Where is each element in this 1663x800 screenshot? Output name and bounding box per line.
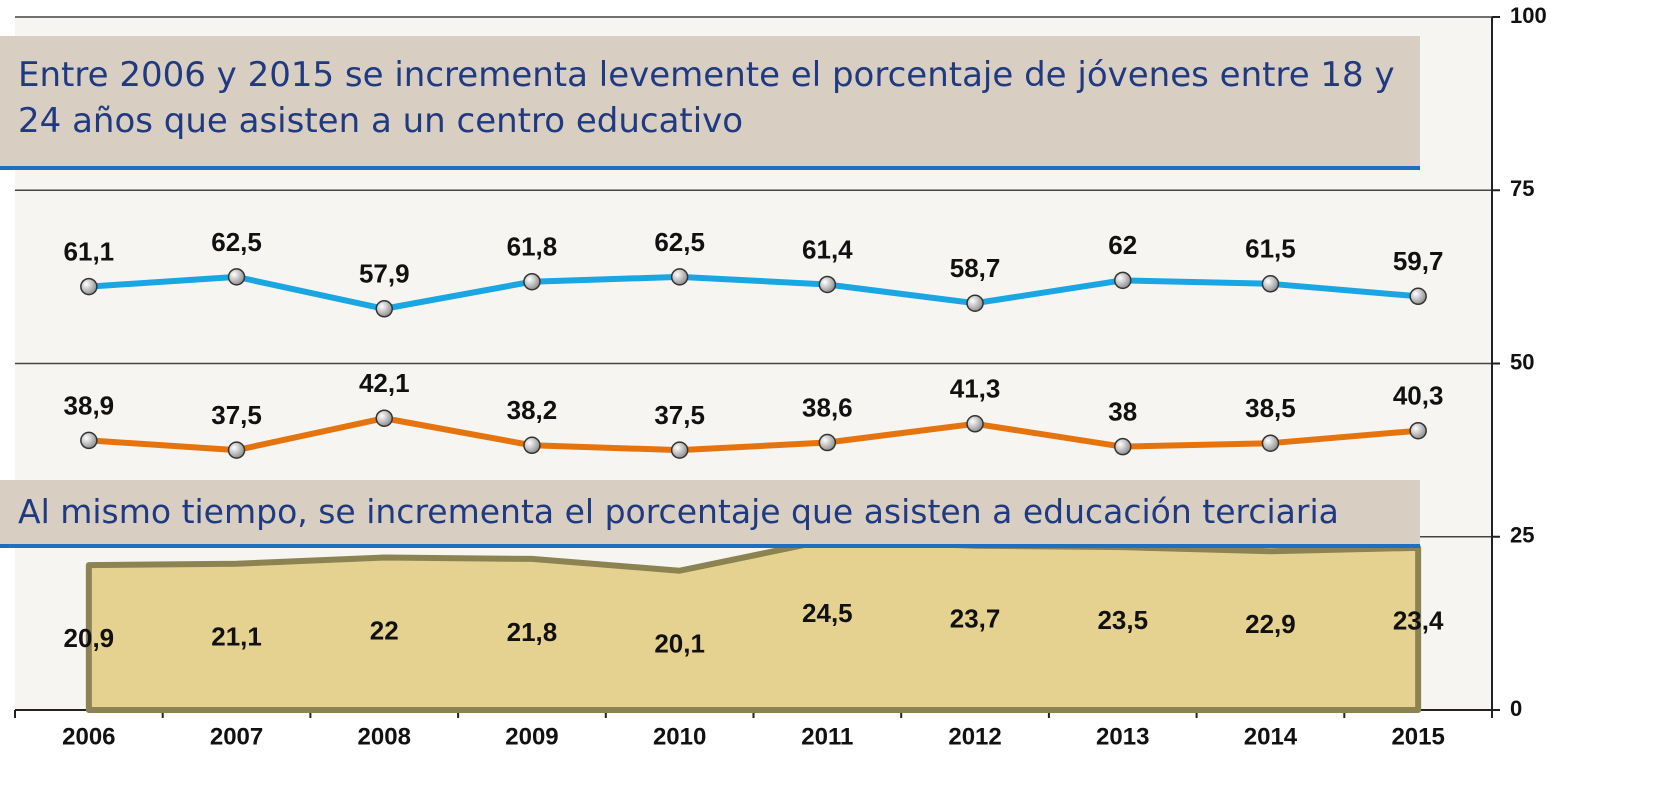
x-tick-label: 2007 (210, 723, 263, 750)
marker (80, 431, 98, 450)
data-label: 20,1 (654, 629, 705, 659)
marker (1409, 287, 1427, 306)
data-label: 22,9 (1245, 609, 1296, 639)
data-label: 40,3 (1393, 381, 1444, 411)
data-label: 62,5 (654, 227, 705, 257)
data-label: 38,6 (802, 392, 853, 422)
data-label: 61,8 (507, 232, 558, 262)
area (85, 537, 1422, 713)
marker (375, 409, 393, 427)
x-tick-label: 2014 (1244, 723, 1298, 750)
data-label: 23,7 (950, 604, 1001, 634)
data-label: 23,4 (1393, 606, 1444, 636)
y-tick-label: 25 (1510, 523, 1534, 548)
marker (670, 441, 689, 459)
data-label: 24,5 (802, 598, 853, 628)
marker (1261, 275, 1280, 293)
annotation: Al mismo tiempo, se incrementa el porcen… (0, 480, 1420, 548)
data-label: 58,7 (950, 253, 1001, 283)
marker (80, 277, 98, 296)
x-tick-label: 2013 (1096, 723, 1149, 750)
data-label: 23,5 (1097, 605, 1148, 635)
marker (670, 268, 689, 286)
data-label: 37,5 (211, 400, 262, 430)
marker (523, 436, 541, 455)
data-label: 57,9 (359, 259, 410, 289)
x-tick-label: 2015 (1391, 723, 1444, 750)
data-label: 61,4 (802, 234, 853, 264)
marker (966, 294, 984, 312)
data-label: 38,9 (64, 390, 115, 420)
data-label: 21,1 (211, 622, 262, 652)
marker (1114, 437, 1132, 456)
marker (227, 441, 246, 459)
line (88, 273, 1419, 312)
marker (523, 272, 541, 291)
marker (1261, 434, 1280, 452)
data-label: 38 (1108, 397, 1137, 427)
data-label: 41,3 (950, 374, 1001, 404)
data-label: 37,5 (654, 400, 705, 430)
y-tick-label: 75 (1510, 176, 1534, 201)
x-tick-label: 2010 (653, 723, 706, 750)
x-tick-label: 2006 (62, 723, 115, 750)
y-tick-label: 100 (1510, 3, 1547, 28)
data-label: 62 (1108, 230, 1137, 260)
x-tick-label: 2008 (358, 723, 411, 750)
marker (227, 268, 246, 286)
data-label: 61,1 (64, 236, 115, 266)
y-tick-label: 50 (1510, 349, 1534, 374)
x-tick-label: 2011 (801, 723, 853, 750)
data-label: 22 (370, 615, 399, 645)
line (88, 415, 1419, 454)
data-label: 62,5 (211, 227, 262, 257)
marker (1409, 421, 1427, 440)
marker (818, 275, 837, 294)
marker (1114, 271, 1132, 290)
marker (818, 433, 837, 452)
data-label: 38,5 (1245, 393, 1296, 423)
data-label: 59,7 (1393, 246, 1444, 276)
y-tick-label: 0 (1510, 696, 1522, 721)
data-label: 42,1 (359, 368, 410, 398)
x-tick-label: 2009 (505, 723, 558, 750)
data-label: 20,9 (64, 623, 115, 653)
marker (375, 300, 393, 318)
data-label: 38,2 (507, 395, 558, 425)
x-tick-label: 2012 (948, 723, 1001, 750)
data-label: 21,8 (507, 617, 558, 647)
marker (966, 415, 984, 433)
annotation: Entre 2006 y 2015 se incrementa levement… (0, 36, 1420, 170)
data-label: 61,5 (1245, 234, 1296, 264)
